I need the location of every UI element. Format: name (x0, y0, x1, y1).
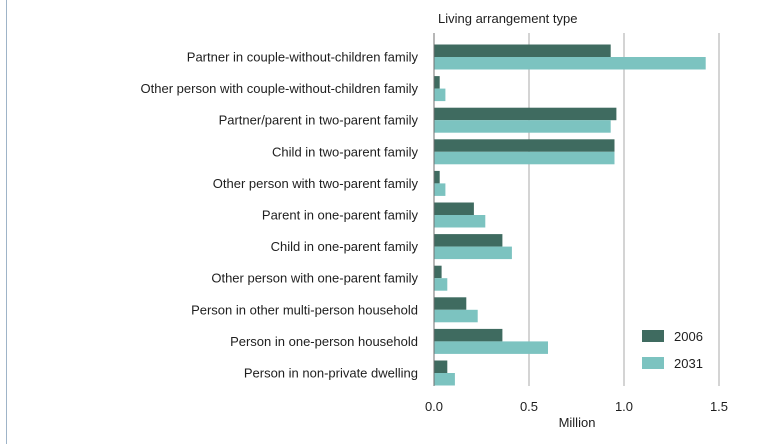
x-axis-title: Million (559, 415, 596, 430)
category-label: Other person with two-parent family (213, 176, 419, 191)
bar-2006 (434, 297, 467, 310)
bar-2031 (434, 246, 512, 260)
category-label: Other person with couple-without-childre… (141, 81, 419, 96)
category-label: Child in two-parent family (272, 144, 418, 159)
bar-2031 (434, 341, 548, 354)
x-tick-label: 1.5 (710, 399, 728, 414)
category-label: Partner/parent in two-parent family (219, 113, 419, 128)
bar-2006 (434, 76, 440, 89)
grid-layer (528, 33, 720, 386)
bar-2031 (434, 215, 486, 228)
bar-2006 (434, 360, 448, 373)
category-label: Partner in couple-without-children famil… (187, 50, 419, 65)
legend-swatch (642, 330, 664, 342)
axis-layer: 0.0 0.5 1.0 1.5 (425, 33, 728, 414)
x-tick-label: 1.0 (615, 399, 633, 414)
bar-2006 (434, 234, 503, 247)
bar-2031 (434, 309, 478, 323)
bar-2031 (434, 373, 455, 386)
category-label: Parent in one-parent family (262, 208, 419, 223)
bar-2006 (434, 328, 503, 342)
bar-2006 (434, 265, 442, 279)
chart-title: Living arrangement type (438, 11, 577, 26)
category-label: Other person with one-parent family (211, 271, 418, 286)
category-label: Child in one-parent family (271, 239, 419, 254)
bar-2006 (434, 139, 615, 152)
category-label: Person in one-person household (230, 334, 418, 349)
x-tick-label: 0.0 (425, 399, 443, 414)
bars-layer (434, 44, 706, 386)
bar-2006 (434, 170, 440, 184)
legend: 2006 2031 (642, 329, 703, 371)
legend-label: 2006 (674, 329, 703, 344)
bar-2031 (434, 278, 448, 291)
category-labels: Partner in couple-without-children famil… (141, 50, 419, 381)
category-label: Person in non-private dwelling (244, 366, 418, 381)
bar-2031 (434, 120, 611, 133)
bar-2006 (434, 202, 474, 215)
x-tick-label: 0.5 (520, 399, 538, 414)
legend-label: 2031 (674, 356, 703, 371)
frame-left-border (6, 0, 7, 444)
bar-2031 (434, 57, 706, 70)
bar-2031 (434, 183, 446, 196)
bar-2031 (434, 88, 446, 102)
category-label: Person in other multi-person household (191, 302, 418, 317)
bar-2031 (434, 151, 615, 165)
bar-2006 (434, 44, 611, 57)
bar-2006 (434, 107, 617, 121)
legend-swatch (642, 357, 664, 369)
